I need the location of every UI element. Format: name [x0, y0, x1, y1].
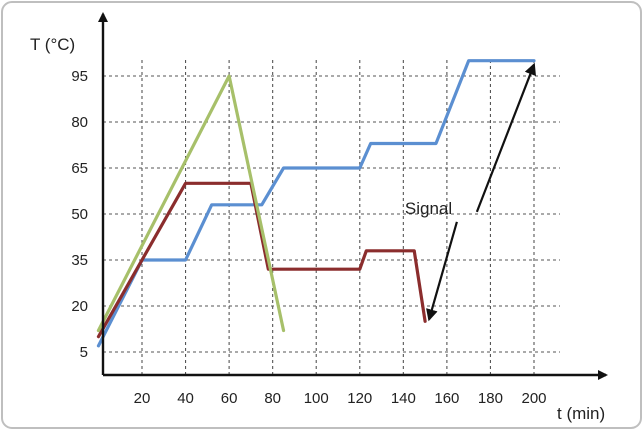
- y-tick-label: 95: [71, 68, 88, 85]
- y-axis-label: T (°C): [30, 35, 75, 54]
- y-tick-label: 80: [71, 114, 88, 131]
- y-tick-label: 65: [71, 160, 88, 177]
- x-tick-label: 120: [347, 390, 372, 407]
- axes: [98, 12, 608, 380]
- series-line-1: [96, 59, 536, 348]
- x-tick-label: 80: [264, 390, 281, 407]
- series-line-3: [96, 74, 286, 333]
- annotations: Signal: [405, 62, 536, 322]
- signal-arrow: [475, 62, 536, 213]
- y-tick-label: 20: [71, 298, 88, 315]
- x-axis-label: t (min): [557, 404, 605, 423]
- signal-label: Signal: [405, 199, 452, 218]
- x-tick-label: 100: [304, 390, 329, 407]
- y-tick-label: 35: [71, 252, 88, 269]
- series-group: [96, 59, 536, 348]
- signal-arrow: [426, 221, 458, 322]
- x-tick-label: 200: [521, 390, 546, 407]
- series-line-2: [96, 181, 427, 339]
- x-tick-label: 60: [221, 390, 238, 407]
- y-tick-label: 5: [80, 344, 88, 361]
- x-tick-label: 20: [134, 390, 151, 407]
- y-tick-label: 50: [71, 206, 88, 223]
- x-tick-label: 40: [177, 390, 194, 407]
- tick-labels: 20 40 60 80 100 120 140 160 180 200 5 20 35 50 65 80 95: [71, 68, 546, 407]
- x-tick-label: 140: [391, 390, 416, 407]
- x-tick-label: 180: [478, 390, 503, 407]
- x-tick-label: 160: [434, 390, 459, 407]
